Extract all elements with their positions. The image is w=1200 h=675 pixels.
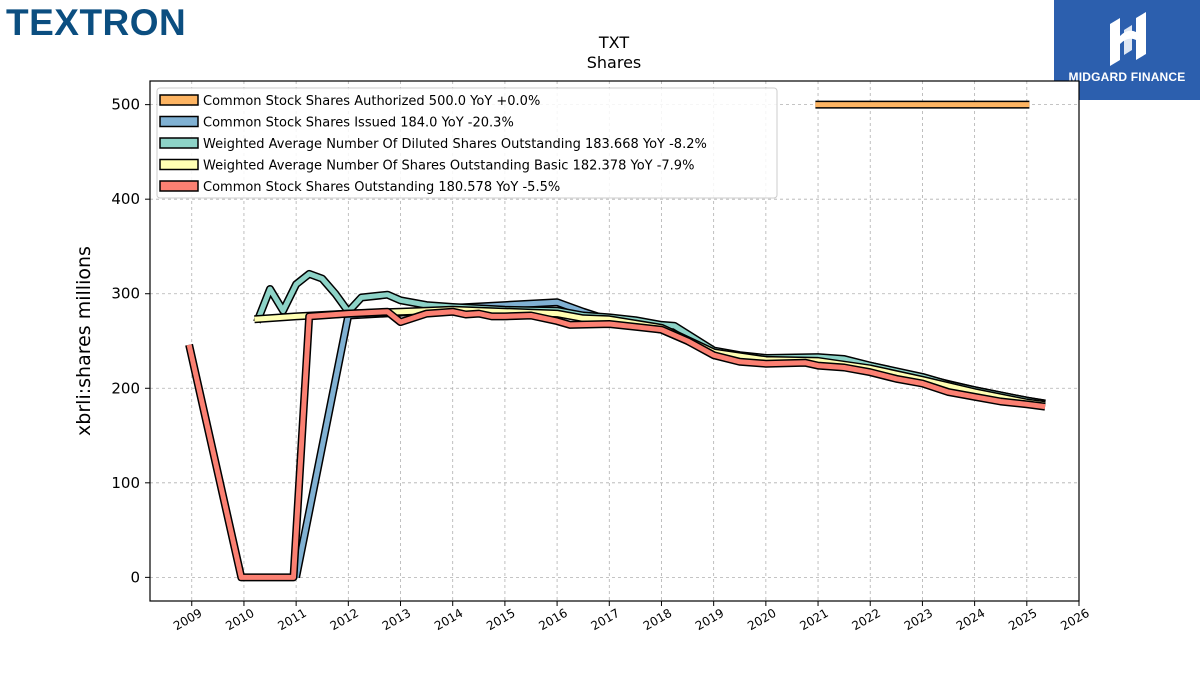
x-tick-label: 2016 <box>536 606 569 633</box>
x-tick-label: 2023 <box>902 606 935 633</box>
partner-name: MIDGARD FINANCE <box>1068 70 1186 84</box>
textron-logo: TEXTRON <box>6 2 187 43</box>
legend-swatch <box>159 115 199 128</box>
legend-label: Common Stock Shares Authorized 500.0 YoY… <box>203 94 540 109</box>
y-tick-label: 200 <box>111 379 140 397</box>
x-tick-label: 2015 <box>484 606 517 633</box>
x-tick-label: 2011 <box>275 606 308 633</box>
y-tick-label: 100 <box>111 474 140 492</box>
x-tick-label: 2014 <box>432 606 465 633</box>
x-tick-label: 2021 <box>797 606 830 633</box>
y-tick-label: 500 <box>111 96 140 114</box>
legend-swatch <box>159 94 199 106</box>
x-tick-label: 2012 <box>328 606 361 633</box>
legend-swatch <box>159 158 199 171</box>
legend-swatch <box>159 180 199 192</box>
chart-subtitle: Shares <box>587 53 642 72</box>
x-tick-label: 2017 <box>589 606 622 633</box>
legend-swatch <box>159 137 199 149</box>
x-tick-label: 2009 <box>171 606 204 633</box>
midgard-mark-icon <box>1110 12 1146 66</box>
y-axis-label: xbrli:shares millions <box>73 246 95 436</box>
legend-label: Common Stock Shares Outstanding 180.578 … <box>203 180 560 195</box>
x-tick-label: 2026 <box>1058 606 1091 633</box>
x-tick-label: 2022 <box>850 606 883 633</box>
legend-box <box>156 87 778 199</box>
legend-label: Weighted Average Number Of Shares Outsta… <box>203 159 694 174</box>
y-tick-label: 0 <box>130 568 140 586</box>
legend-label: Common Stock Shares Issued 184.0 YoY -20… <box>203 116 514 131</box>
legend-label: Weighted Average Number Of Diluted Share… <box>203 137 707 152</box>
x-tick-label: 2024 <box>954 606 987 633</box>
x-tick-label: 2013 <box>380 606 413 633</box>
plot-frame <box>149 80 1080 602</box>
x-tick-label: 2010 <box>223 606 256 633</box>
y-tick-label: 300 <box>111 285 140 303</box>
midgard-finance-logo: MIDGARD FINANCE <box>1054 0 1200 100</box>
series-line-common-stock-shares-outstanding <box>186 309 1046 580</box>
x-tick-label: 2019 <box>693 606 726 633</box>
chart-title: TXT <box>598 33 629 52</box>
y-tick-label: 400 <box>111 190 140 208</box>
x-tick-label: 2020 <box>745 606 778 633</box>
x-tick-label: 2025 <box>1006 606 1039 633</box>
x-tick-label: 2018 <box>641 606 674 633</box>
